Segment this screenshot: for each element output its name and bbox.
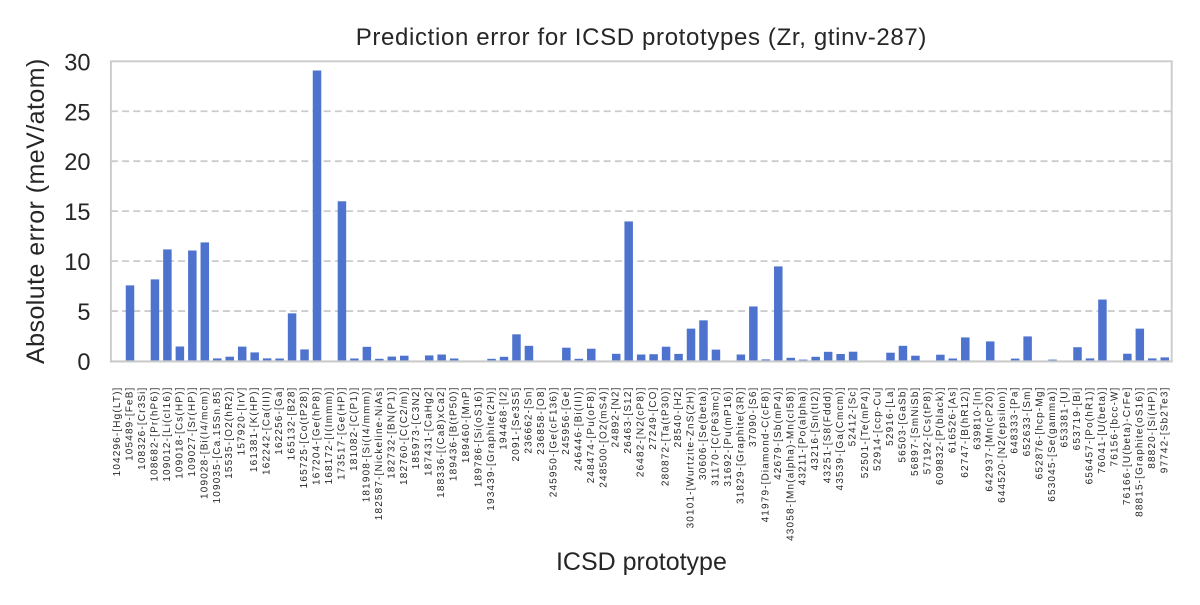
svg-text:109028-[Bi(I4/mcm)]: 109028-[Bi(I4/mcm)] — [199, 387, 210, 499]
svg-text:162256-[Ga]: 162256-[Ga] — [274, 387, 285, 455]
svg-text:43539-[Ga(Cmcm)]: 43539-[Ga(Cmcm)] — [835, 387, 846, 491]
svg-text:97742-[Sb2Te3]: 97742-[Sb2Te3] — [1159, 387, 1170, 474]
svg-text:609832-[P(black)]: 609832-[P(black)] — [935, 387, 946, 485]
svg-text:246446-[Bi(III)]: 246446-[Bi(III)] — [573, 387, 584, 472]
svg-text:182587-[Nickeline-NiAs]: 182587-[Nickeline-NiAs] — [374, 387, 385, 521]
svg-text:0: 0 — [77, 350, 90, 376]
svg-text:31829-[Graphite(3R)]: 31829-[Graphite(3R)] — [735, 387, 746, 505]
svg-text:648333-[Pa]: 648333-[Pa] — [1010, 387, 1021, 454]
svg-text:37090-[S6]: 37090-[S6] — [748, 387, 759, 447]
svg-text:248500-[O2(mS4)]: 248500-[O2(mS4)] — [598, 387, 609, 488]
svg-text:105489-[FeB]: 105489-[FeB] — [125, 387, 136, 461]
svg-text:Absolute error (meV/atom): Absolute error (meV/atom) — [22, 58, 50, 364]
svg-text:31692-[Pu(mP16)]: 31692-[Pu(mP16)] — [723, 387, 734, 487]
svg-text:182732-[BN(P1)]: 182732-[BN(P1)] — [386, 387, 397, 479]
svg-text:109035-[Ca.15Sn.85]: 109035-[Ca.15Sn.85] — [212, 387, 223, 504]
svg-text:76156-[bcc-W]: 76156-[bcc-W] — [1109, 387, 1120, 467]
svg-text:188336-[(Ca8)xCa2]: 188336-[(Ca8)xCa2] — [436, 387, 447, 498]
svg-text:656457-[Po(hR1)]: 656457-[Po(hR1)] — [1084, 387, 1095, 485]
svg-text:168172-[I(Immm)]: 168172-[I(Immm)] — [324, 387, 335, 485]
svg-text:57192-[Cs(tP8)]: 57192-[Cs(tP8)] — [922, 387, 933, 475]
svg-text:165132-[B28]: 165132-[B28] — [287, 387, 298, 461]
svg-text:653381-[U]: 653381-[U] — [1060, 387, 1071, 448]
svg-text:616526-[As]: 616526-[As] — [947, 387, 958, 454]
svg-text:43211-[Po(alpha)]: 43211-[Po(alpha)] — [798, 387, 809, 486]
svg-text:165725-[Co(tP28)]: 165725-[Co(tP28)] — [299, 387, 310, 489]
svg-text:162242-[Ca(III)]: 162242-[Ca(III)] — [262, 387, 273, 475]
svg-text:30101-[Wurtzite-ZnS(2H)]: 30101-[Wurtzite-ZnS(2H)] — [686, 387, 697, 529]
svg-text:43251-[S8(Fddd)]: 43251-[S8(Fddd)] — [823, 387, 834, 484]
svg-text:76041-[U(beta)]: 76041-[U(beta)] — [1097, 387, 1108, 474]
svg-text:2091-[Se3S5]: 2091-[Se3S5] — [511, 387, 522, 462]
svg-text:245956-[Ge]: 245956-[Ge] — [561, 387, 572, 455]
svg-text:52412-[Sc]: 52412-[Sc] — [848, 387, 859, 447]
svg-text:181908-[Si(I4/mmm)]: 181908-[Si(I4/mmm)] — [361, 387, 372, 503]
svg-text:56897-[SmNiSb]: 56897-[SmNiSb] — [910, 387, 921, 476]
svg-text:20: 20 — [64, 150, 90, 176]
svg-text:43058-[Mn(alpha)-Mn(cI58)]: 43058-[Mn(alpha)-Mn(cI58)] — [785, 387, 796, 541]
svg-text:15535-[O2(hR2)]: 15535-[O2(hR2)] — [224, 387, 235, 479]
svg-text:15: 15 — [64, 200, 90, 226]
svg-text:280872-[Ta(tP30)]: 280872-[Ta(tP30)] — [661, 387, 672, 487]
svg-text:189460-[MnP]: 189460-[MnP] — [461, 387, 472, 464]
svg-text:26463-[S12]: 26463-[S12] — [623, 387, 634, 454]
svg-text:189786-[Si(oS16)]: 189786-[Si(oS16)] — [474, 387, 485, 488]
svg-text:88815-[Graphite(oS16)]: 88815-[Graphite(oS16)] — [1134, 387, 1145, 517]
svg-text:236662-[Sn]: 236662-[Sn] — [523, 387, 534, 454]
svg-text:245950-[Ge(cF136)]: 245950-[Ge(cF136)] — [548, 387, 559, 498]
svg-text:ICSD prototype: ICSD prototype — [556, 548, 727, 576]
svg-text:193439-[Graphite(2H)]: 193439-[Graphite(2H)] — [486, 387, 497, 511]
svg-text:653045-[Se(gamma)]: 653045-[Se(gamma)] — [1047, 387, 1058, 502]
svg-text:27249-[CO]: 27249-[CO] — [648, 387, 659, 450]
svg-text:52501-[Te(mP4)]: 52501-[Te(mP4)] — [860, 387, 871, 479]
svg-text:52914-[ccp-Cu]: 52914-[ccp-Cu] — [873, 387, 884, 471]
svg-text:76166-[U(beta)-CrFe]: 76166-[U(beta)-CrFe] — [1122, 387, 1133, 506]
svg-text:173517-[Ge(HP)]: 173517-[Ge(HP)] — [336, 387, 347, 480]
svg-text:26482-[N2(cP8)]: 26482-[N2(cP8)] — [636, 387, 647, 478]
svg-text:248474-[Pu(oF8)]: 248474-[Pu(oF8)] — [586, 387, 597, 484]
svg-text:181082-[C(P1)]: 181082-[C(P1)] — [349, 387, 360, 471]
svg-text:31170-[C(P63mc)]: 31170-[C(P63mc)] — [710, 387, 721, 486]
svg-text:62747-[B(hR12)]: 62747-[B(hR12)] — [960, 387, 971, 478]
svg-text:644520-[N2(epsilon)]: 644520-[N2(epsilon)] — [997, 387, 1008, 503]
svg-text:43216-[Sn(tI2)]: 43216-[Sn(tI2)] — [810, 387, 821, 471]
svg-text:652633-[Sm]: 652633-[Sm] — [1022, 387, 1033, 457]
svg-text:30: 30 — [64, 50, 90, 76]
svg-text:10: 10 — [64, 250, 90, 276]
svg-text:653719-[Bi]: 653719-[Bi] — [1072, 387, 1083, 451]
svg-text:642937-[Mn(cP20)]: 642937-[Mn(cP20)] — [985, 387, 996, 492]
svg-text:Prediction error for ICSD prot: Prediction error for ICSD prototypes (Zr… — [356, 24, 927, 51]
svg-text:182760-[C(C2/m)]: 182760-[C(C2/m)] — [399, 387, 410, 485]
svg-text:5: 5 — [77, 300, 90, 326]
svg-text:639810-[In]: 639810-[In] — [972, 387, 983, 450]
svg-text:42679-[Sb(mP4)]: 42679-[Sb(mP4)] — [773, 387, 784, 480]
svg-text:187431-[CaHg2]: 187431-[CaHg2] — [424, 387, 435, 476]
svg-text:185973-[C3N2]: 185973-[C3N2] — [411, 387, 422, 470]
svg-text:189436-[B(tP50)]: 189436-[B(tP50)] — [449, 387, 460, 482]
svg-text:194468-[I2]: 194468-[I2] — [499, 387, 510, 450]
svg-text:52916-[La]: 52916-[La] — [885, 387, 896, 446]
svg-text:236858-[O8]: 236858-[O8] — [536, 387, 547, 455]
svg-text:108326-[Cr3Si]: 108326-[Cr3Si] — [137, 387, 148, 470]
svg-text:24892-[N2]: 24892-[N2] — [611, 387, 622, 448]
svg-text:161381-[K(HP)]: 161381-[K(HP)] — [249, 387, 260, 473]
svg-text:25: 25 — [64, 100, 90, 126]
svg-text:104296-[Hg(LT)]: 104296-[Hg(LT)] — [112, 387, 123, 477]
svg-text:167204-[Ge(hP8)]: 167204-[Ge(hP8)] — [312, 387, 323, 485]
svg-text:41979-[Diamond-C(cF8)]: 41979-[Diamond-C(cF8)] — [760, 387, 771, 523]
svg-text:109027-[Sr(HP)]: 109027-[Sr(HP)] — [187, 387, 198, 477]
svg-text:88820-[Si(HP)]: 88820-[Si(HP)] — [1147, 387, 1158, 469]
svg-text:56503-[GaSb]: 56503-[GaSb] — [897, 387, 908, 463]
svg-text:109018-[Cs(HP)]: 109018-[Cs(HP)] — [174, 387, 185, 479]
svg-text:30606-[Se(beta)]: 30606-[Se(beta)] — [698, 387, 709, 480]
svg-text:652876-[hcp-Mg]: 652876-[hcp-Mg] — [1035, 387, 1046, 480]
svg-text:108682-[Pr(hP6)]: 108682-[Pr(hP6)] — [149, 387, 160, 482]
svg-text:109012-[Li(cI16)]: 109012-[Li(cI16)] — [162, 387, 173, 482]
svg-text:157920-[IrV]: 157920-[IrV] — [237, 387, 248, 456]
svg-text:28540-[H2]: 28540-[H2] — [673, 387, 684, 448]
